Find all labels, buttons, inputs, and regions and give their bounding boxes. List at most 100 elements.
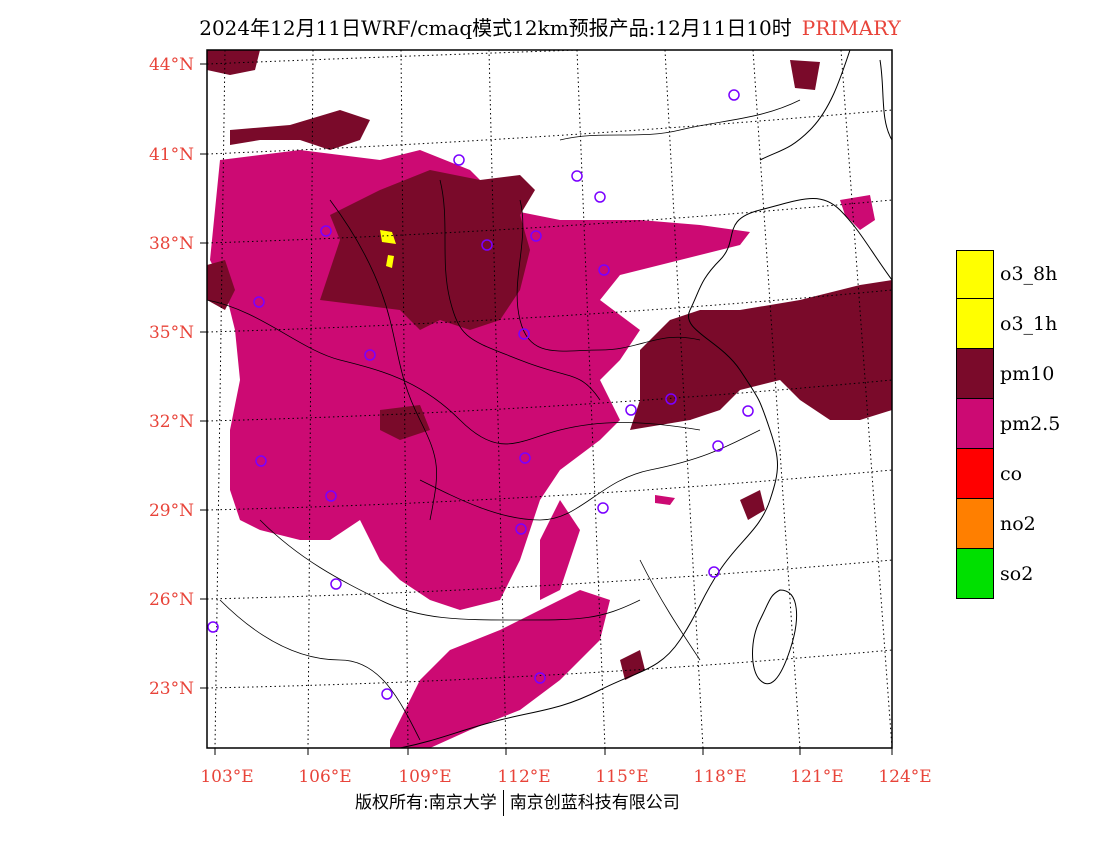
station-marker — [534, 672, 546, 684]
station-marker — [708, 566, 720, 578]
lat-label: 26°N — [149, 590, 194, 610]
pollutant-legend: o3_8h o3_1h pm10 pm2.5 co no2 so2 — [956, 249, 1060, 599]
lat-line-41 — [207, 109, 892, 155]
legend-item-o3-1h: o3_1h — [956, 299, 1060, 349]
legend-item-no2: no2 — [956, 499, 1060, 549]
station-marker — [207, 621, 219, 633]
lon-label: 118°E — [693, 767, 746, 787]
station-marker — [712, 440, 724, 452]
copyright-left: 版权所有:南京大学 — [355, 793, 497, 813]
legend-label: o3_8h — [1000, 263, 1058, 285]
lat-ticks — [200, 63, 207, 689]
legend-swatch — [956, 299, 994, 349]
lat-line-23 — [207, 649, 892, 689]
map-frame — [206, 49, 893, 749]
legend-swatch — [956, 249, 994, 299]
legend-item-pm25: pm2.5 — [956, 399, 1060, 449]
lat-line-32 — [207, 379, 892, 422]
boundary-line-3 — [439, 179, 601, 401]
pm10-inner-mongolia — [230, 110, 370, 150]
lon-label: 109°E — [398, 767, 451, 787]
coastline-main — [399, 197, 892, 748]
province-boundaries — [207, 99, 801, 741]
lat-label: 44°N — [149, 55, 194, 75]
station-marker — [481, 239, 493, 251]
graticule-longitudes — [214, 50, 892, 748]
legend-swatch — [956, 349, 994, 399]
station-marker — [518, 328, 530, 340]
pm25-patch-small — [655, 495, 675, 505]
legend-swatch — [956, 549, 994, 599]
boundary-line-5 — [259, 519, 641, 621]
pm10-field — [207, 50, 892, 680]
lon-line-103 — [214, 50, 226, 748]
lat-line-35 — [207, 289, 892, 333]
boundary-line-1 — [207, 299, 701, 445]
legend-label: pm2.5 — [1000, 413, 1061, 435]
lon-label: 121°E — [790, 767, 843, 787]
station-markers — [207, 89, 754, 700]
legend-label: o3_1h — [1000, 313, 1058, 335]
coastline-bohai — [759, 50, 851, 161]
map-content — [207, 50, 892, 748]
lat-label: 29°N — [149, 501, 194, 521]
lon-label: 115°E — [595, 767, 648, 787]
pm10-north-china — [320, 170, 535, 330]
lon-labels: 103°E 106°E 109°E 112°E 115°E 118°E 121°… — [200, 767, 931, 787]
station-marker — [665, 393, 677, 405]
pm10-central-patch — [380, 405, 430, 440]
pm25-strip — [540, 500, 580, 600]
legend-label: no2 — [1000, 513, 1036, 535]
o3-patch-2 — [386, 255, 394, 268]
lon-label: 106°E — [298, 767, 351, 787]
lat-label: 32°N — [149, 412, 194, 432]
legend-item-co: co — [956, 449, 1060, 499]
lat-label: 35°N — [149, 323, 194, 343]
station-marker — [364, 349, 376, 361]
lat-line-26 — [207, 559, 892, 600]
station-marker — [597, 502, 609, 514]
o3-field — [380, 230, 396, 268]
map-title: 2024年12月11日WRF/cmaq模式12km预报产品:12月11日10时 P… — [0, 12, 1100, 41]
legend-swatch — [956, 449, 994, 499]
boundary-line-6 — [419, 429, 761, 521]
station-marker — [515, 523, 527, 535]
lat-label: 41°N — [149, 145, 194, 165]
legend-item-pm10: pm10 — [956, 349, 1060, 399]
station-marker — [625, 404, 637, 416]
boundary-line-8 — [559, 99, 801, 141]
station-marker — [320, 225, 332, 237]
pm10-coast-patch — [740, 490, 765, 520]
boundary-line-9 — [639, 559, 701, 661]
station-marker — [325, 490, 337, 502]
pm10-northwest-corner — [207, 50, 260, 75]
station-marker — [453, 154, 465, 166]
pm10-west — [207, 260, 235, 310]
pm10-northeast-patch — [790, 60, 820, 90]
title-tag: PRIMARY — [801, 16, 901, 40]
station-marker — [519, 452, 531, 464]
o3-patch-1 — [380, 230, 396, 244]
lat-line-38 — [207, 199, 892, 244]
boundary-line-4 — [516, 199, 701, 352]
station-marker — [255, 455, 267, 467]
legend-item-o3-8h: o3_8h — [956, 249, 1060, 299]
station-marker — [530, 230, 542, 242]
title-text: 2024年12月11日WRF/cmaq模式12km预报产品:12月11日10时 — [199, 16, 792, 40]
boundary-line-2 — [329, 199, 437, 521]
copyright-right: 南京创蓝科技有限公司 — [509, 793, 680, 813]
lon-ticks — [214, 748, 893, 755]
legend-item-so2: so2 — [956, 549, 1060, 599]
footer-divider — [502, 790, 504, 816]
copyright-footer: 版权所有:南京大学 南京创蓝科技有限公司 — [355, 788, 680, 816]
pm25-south-region — [390, 590, 610, 748]
lon-label: 103°E — [200, 767, 253, 787]
lon-line-112 — [488, 50, 507, 748]
station-marker — [381, 688, 393, 700]
legend-label: so2 — [1000, 563, 1034, 585]
lon-line-109 — [400, 50, 409, 748]
station-marker — [571, 170, 583, 182]
station-marker — [742, 405, 754, 417]
lat-labels: 44°N 41°N 38°N 35°N 32°N 29°N 26°N 23°N — [149, 55, 194, 699]
